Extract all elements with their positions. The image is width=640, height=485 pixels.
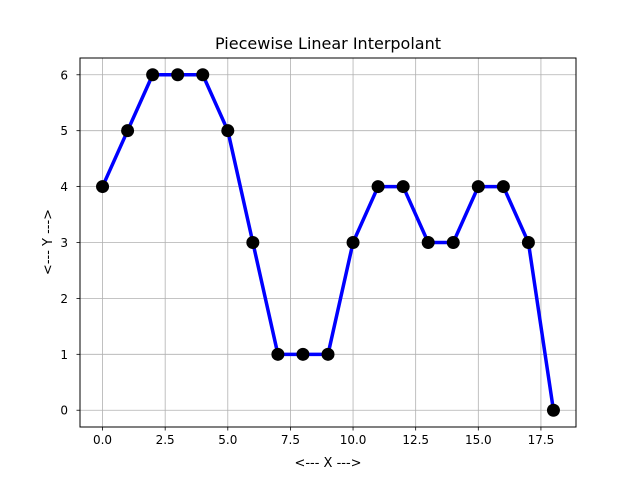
data-point bbox=[546, 403, 560, 417]
data-point bbox=[421, 236, 435, 249]
data-point bbox=[496, 180, 510, 194]
chart-title: Piecewise Linear Interpolant bbox=[215, 34, 441, 53]
y-tick-label: 4 bbox=[60, 180, 68, 194]
x-tick-label: 10.0 bbox=[340, 433, 367, 447]
x-tick-label: 2.5 bbox=[156, 433, 175, 447]
x-tick-label: 12.5 bbox=[402, 433, 429, 447]
data-point bbox=[246, 236, 260, 249]
data-point bbox=[321, 347, 335, 361]
x-tick-label: 15.0 bbox=[465, 433, 492, 447]
x-axis-ticks: 0.0 2.5 5.0 7.5 10.0 12.5 15.0 17.5 bbox=[93, 427, 554, 447]
y-tick-label: 3 bbox=[60, 236, 68, 250]
y-axis-ticks: 0 1 2 3 4 5 6 bbox=[60, 68, 80, 418]
data-point bbox=[446, 236, 460, 249]
y-tick-label: 1 bbox=[60, 348, 68, 362]
data-point bbox=[146, 68, 160, 82]
x-tick-label: 0.0 bbox=[93, 433, 112, 447]
y-tick-label: 5 bbox=[60, 124, 68, 138]
x-tick-label: 7.5 bbox=[281, 433, 300, 447]
data-point bbox=[471, 180, 485, 194]
y-axis-label: <--- Y ---> bbox=[41, 209, 56, 275]
data-point bbox=[346, 236, 360, 249]
x-tick-label: 5.0 bbox=[218, 433, 237, 447]
x-tick-label: 17.5 bbox=[528, 433, 555, 447]
data-point bbox=[221, 124, 235, 138]
y-tick-label: 2 bbox=[60, 292, 68, 306]
data-point bbox=[371, 180, 385, 194]
data-point bbox=[521, 236, 535, 249]
x-axis-label: <--- X ---> bbox=[294, 456, 361, 471]
data-point bbox=[196, 68, 210, 82]
data-point bbox=[96, 180, 110, 194]
data-point bbox=[171, 68, 185, 82]
y-tick-label: 0 bbox=[60, 404, 68, 418]
y-tick-label: 6 bbox=[60, 68, 68, 82]
data-point bbox=[121, 124, 135, 138]
data-point bbox=[271, 347, 285, 361]
data-point bbox=[396, 180, 410, 194]
data-point bbox=[296, 347, 310, 361]
data-point-layer bbox=[96, 68, 560, 417]
